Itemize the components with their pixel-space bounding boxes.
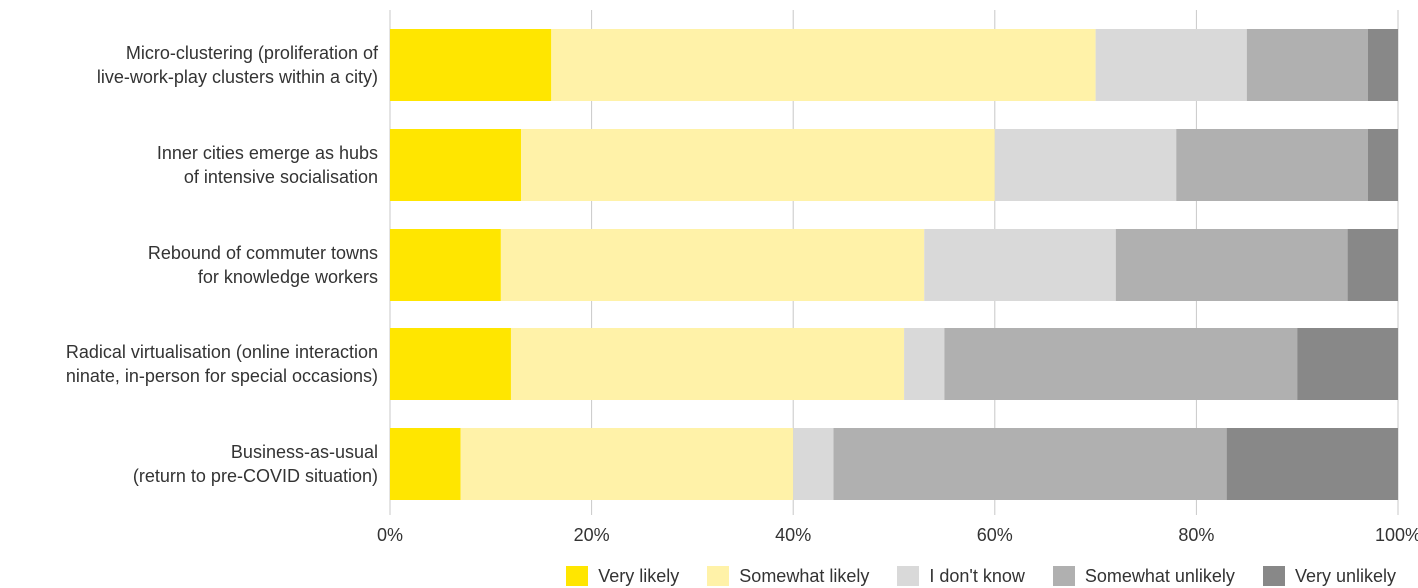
bar-segment <box>500 229 925 301</box>
category-label-line: Inner cities emerge as hubs <box>157 143 378 163</box>
bar-segment <box>833 428 1227 500</box>
legend-label: Very unlikely <box>1294 565 1396 586</box>
category-label-line: Micro-clustering (proliferation of <box>126 43 379 63</box>
legend-swatch <box>707 566 730 586</box>
bar-segment <box>1176 129 1368 201</box>
bar-segment <box>944 328 1298 400</box>
legend-item: Somewhat likely <box>707 566 869 587</box>
legend-swatch <box>897 566 920 586</box>
category-label-line: for knowledge workers <box>198 267 378 287</box>
bar-segment <box>390 328 511 400</box>
category-label-line: Business-as-usual <box>231 442 378 462</box>
legend-item: Somewhat unlikely <box>1052 565 1235 587</box>
bar-segment <box>924 229 1116 301</box>
bar-segment <box>793 428 834 500</box>
bar-segment <box>1115 229 1348 301</box>
bar-segment <box>1297 328 1398 400</box>
x-tick-label: 80% <box>1178 525 1214 545</box>
category-label-line: live-work-play clusters within a city) <box>97 67 378 87</box>
bar-segment <box>1095 29 1247 101</box>
bar-segment <box>1367 29 1398 101</box>
legend-item: Very likely <box>566 566 679 587</box>
bar-segment <box>1367 129 1398 201</box>
x-tick-label: 20% <box>574 525 610 545</box>
legend-item: Very unlikely <box>1262 565 1396 587</box>
category-label: Micro-clustering (proliferation of live-w… <box>97 43 379 87</box>
legend-label: Very likely <box>598 565 680 586</box>
category-label: Radical virtualisation (online interacti… <box>66 342 378 386</box>
bar-segment <box>1246 29 1368 101</box>
legend-swatch <box>1052 566 1075 586</box>
category-label-line: of intensive socialisation <box>184 167 378 187</box>
category-label-line: Radical virtualisation (online interacti… <box>66 342 378 362</box>
legend-label: Somewhat unlikely <box>1084 565 1235 586</box>
bar-segment <box>390 229 501 301</box>
bar-segment <box>521 129 995 201</box>
category-labels: Micro-clustering (proliferation of live-w… <box>66 43 379 486</box>
category-label: Inner cities emerge as hubs of intensive … <box>157 143 378 187</box>
x-tick-label: 100% <box>1375 525 1418 545</box>
x-tick-label: 0% <box>377 525 403 545</box>
category-label: Business-as-usual (return to pre-COVID si… <box>133 442 378 486</box>
x-tick-label: 60% <box>977 525 1013 545</box>
bar-segment <box>390 428 461 500</box>
category-label-line: Rebound of commuter towns <box>148 243 378 263</box>
category-label: Rebound of commuter towns for knowledge w… <box>148 243 378 287</box>
legend-label: I don't know <box>929 565 1025 586</box>
bar-segment <box>904 328 945 400</box>
legend-label: Somewhat likely <box>739 565 870 586</box>
bar-segment <box>390 29 552 101</box>
bar-segment <box>510 328 905 400</box>
bar-segment <box>1226 428 1398 500</box>
category-label-line: ninate, in-person for special occasions) <box>66 366 378 386</box>
bar-segment <box>460 428 794 500</box>
legend-swatch <box>566 566 589 586</box>
legend: Very likely Somewhat likely I don't know So… <box>566 565 1396 587</box>
x-tick-label: 40% <box>775 525 811 545</box>
legend-item: I don't know <box>897 566 1025 587</box>
bars <box>390 29 1398 500</box>
x-axis: 0% 20% 40% 60% 80% 100% <box>377 525 1418 545</box>
category-label-line: (return to pre-COVID situation) <box>133 466 378 486</box>
bar-segment <box>994 129 1177 201</box>
bar-segment <box>551 29 1096 101</box>
bar-segment <box>1347 229 1398 301</box>
legend-swatch <box>1262 566 1285 586</box>
bar-segment <box>390 129 522 201</box>
